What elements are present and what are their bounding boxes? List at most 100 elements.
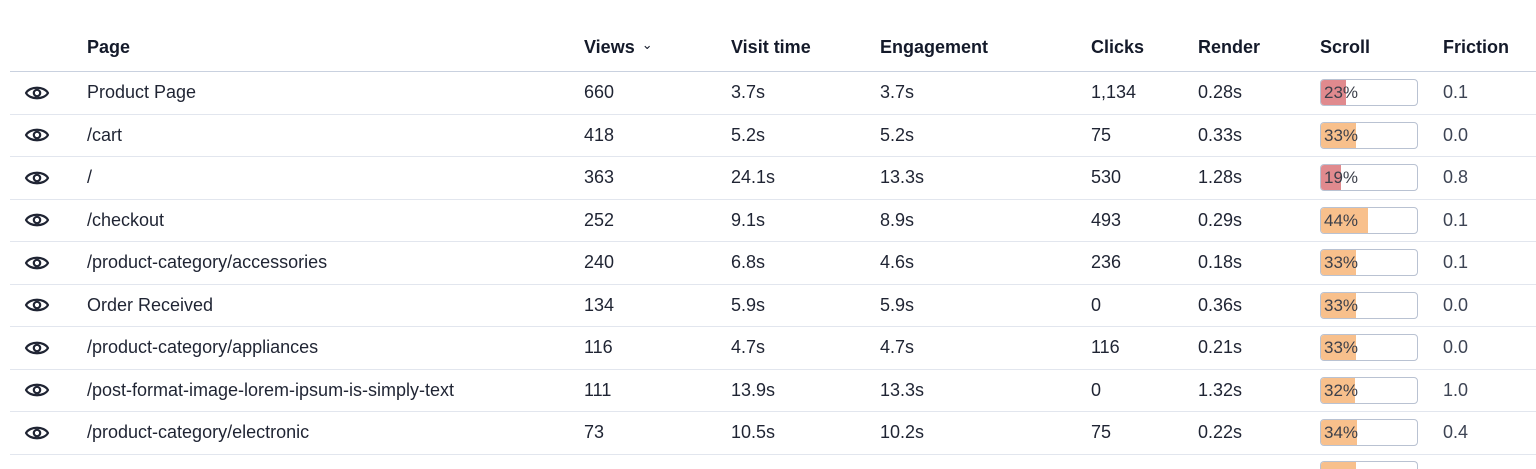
visit-time-cell: 9.1s [731,209,766,230]
column-header-scroll[interactable]: Scroll [1320,24,1370,71]
table-row[interactable]: / 363 24.1s 13.3s 530 1.28s 19% 0.8 [10,157,1536,200]
column-header-label: Views [584,37,635,57]
scroll-bar-fill [1321,80,1346,106]
scroll-cell [1320,455,1418,469]
column-header-render[interactable]: Render [1198,24,1260,71]
scroll-cell: 33% [1320,242,1418,284]
visit-time-cell: 6.8s [731,252,766,273]
render-cell: 0.29s [1198,209,1243,230]
scroll-value: 19% [1324,168,1359,188]
column-header-visit-time[interactable]: Visit time [731,24,811,71]
scroll-value: 33% [1324,295,1359,315]
clicks-cell: 236 [1091,252,1122,273]
scroll-bar-fill [1321,377,1356,403]
engagement-cell: 5.2s [880,124,915,145]
clicks-cell: 0 [1091,379,1102,400]
scroll-bar: 34% [1320,419,1418,447]
engagement-cell: 4.7s [880,337,915,358]
clicks-cell: 116 [1091,337,1120,358]
page-cell: /product-category/appliances [87,337,319,358]
table-header: Page Views ⌄ Visit time Engagement Clicks… [10,24,1536,72]
scroll-value: 33% [1324,253,1359,273]
scroll-bar: 32% [1320,376,1418,404]
engagement-cell: 8.9s [880,209,915,230]
views-cell: 252 [584,209,615,230]
visit-time-cell: 4.7s [731,337,766,358]
table-row[interactable]: /product-category/appliances 116 4.7s 4.7s 1… [10,327,1536,370]
scroll-bar-fill [1321,165,1342,191]
views-cell: 111 [584,379,612,400]
scroll-bar-fill [1321,420,1358,446]
scroll-bar-fill [1321,335,1357,361]
scroll-cell: 33% [1320,285,1418,327]
scroll-bar: 44% [1320,206,1418,234]
friction-cell: 0.8 [1443,167,1469,188]
views-cell: 116 [584,337,613,358]
views-cell: 240 [584,252,615,273]
eye-icon[interactable] [24,242,54,284]
scroll-bar: 33% [1320,121,1418,149]
visit-time-cell: 24.1s [731,167,776,188]
eye-icon[interactable] [24,370,54,412]
table-row[interactable]: Order Received 134 5.9s 5.9s 0 0.36s 33% 0.0 [10,285,1536,327]
eye-icon[interactable] [24,72,54,114]
clicks-cell: 75 [1091,124,1112,145]
scroll-cell: 33% [1320,115,1418,157]
column-header-friction[interactable]: Friction [1443,24,1509,71]
views-cell: 134 [584,294,615,315]
scroll-cell: 33% [1320,327,1418,369]
friction-cell: 0.0 [1443,294,1469,315]
engagement-cell: 13.3s [880,167,925,188]
clicks-cell: 493 [1091,209,1122,230]
friction-cell: 0.1 [1443,252,1469,273]
table-body: Product Page 660 3.7s 3.7s 1,134 0.28s 23% 0.1/… [10,72,1536,469]
page-cell: /post-format-image-lorem-ipsum-is-simply… [87,379,455,400]
render-cell: 1.32s [1198,379,1243,400]
table-row[interactable]: /cart 418 5.2s 5.2s 75 0.33s 33% 0.0 [10,115,1536,157]
scroll-bar: 33% [1320,334,1418,362]
table-row[interactable]: /post-format-image-lorem-ipsum-is-simply… [10,370,1536,412]
column-header-clicks[interactable]: Clicks [1091,24,1144,71]
pages-table: Page Views ⌄ Visit time Engagement Clicks… [10,24,1536,469]
views-cell: 73 [584,422,605,443]
table-row[interactable] [10,455,1536,469]
eye-icon[interactable] [24,327,54,369]
table-row[interactable]: /checkout 252 9.1s 8.9s 493 0.29s 44% 0.1 [10,200,1536,242]
scroll-cell: 19% [1320,157,1418,199]
column-header-page[interactable]: Page [87,24,130,71]
eye-icon[interactable] [24,412,54,454]
page-cell: /product-category/electronic [87,422,310,443]
friction-cell: 0.1 [1443,82,1469,103]
engagement-cell: 3.7s [880,82,915,103]
column-header-label: Clicks [1091,37,1145,57]
table-row[interactable]: /product-category/accessories 240 6.8s 4.6s… [10,242,1536,285]
page-cell: /product-category/accessories [87,252,328,273]
scroll-bar: 33% [1320,291,1418,319]
eye-icon[interactable] [24,115,54,157]
scroll-value: 33% [1324,338,1359,358]
chevron-down-icon[interactable]: ⌄ [641,36,653,52]
eye-icon[interactable] [24,200,54,242]
table-row[interactable]: /product-category/electronic 73 10.5s 10.2s… [10,412,1536,455]
scroll-bar-fill [1321,122,1357,148]
eye-icon[interactable] [24,157,54,199]
scroll-bar-fill [1321,250,1357,276]
page-cell: /cart [87,124,123,145]
column-header-engagement[interactable]: Engagement [880,24,988,71]
scroll-bar: 23% [1320,79,1418,107]
clicks-cell: 0 [1091,294,1102,315]
column-header-views[interactable]: Views ⌄ [584,24,653,71]
clicks-cell: 75 [1091,422,1112,443]
page-cell: / [87,167,93,188]
scroll-bar-fill [1321,292,1357,318]
engagement-cell: 5.9s [880,294,915,315]
render-cell: 0.18s [1198,252,1243,273]
render-cell: 1.28s [1198,167,1243,188]
clicks-cell: 530 [1091,167,1122,188]
friction-cell: 1.0 [1443,379,1469,400]
visit-time-cell: 13.9s [731,379,776,400]
eye-icon[interactable] [24,285,54,327]
scroll-value: 32% [1324,380,1359,400]
table-row[interactable]: Product Page 660 3.7s 3.7s 1,134 0.28s 23% 0.1 [10,72,1536,115]
column-header-label: Engagement [880,37,989,57]
